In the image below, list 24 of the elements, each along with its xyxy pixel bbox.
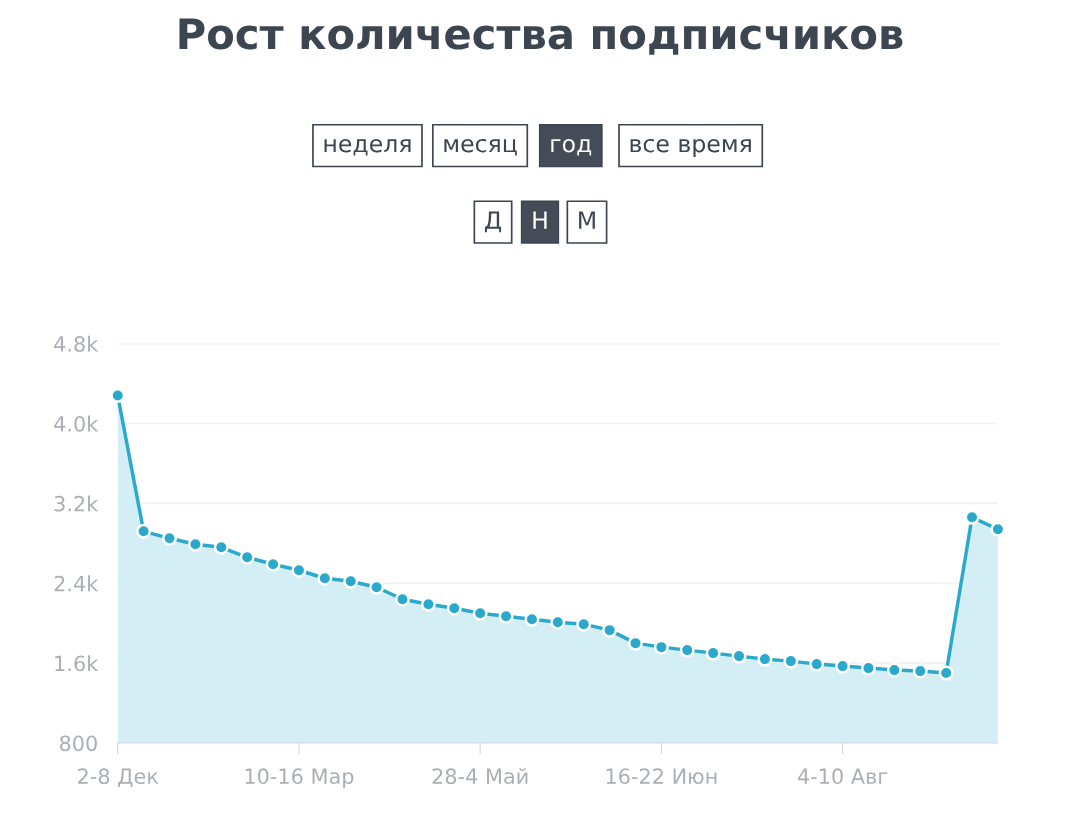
y-tick-label: 3.2k (54, 495, 99, 512)
text: все время (630, 138, 751, 158)
x-tick-label: 28-4 Май (432, 768, 528, 785)
text: М (579, 211, 595, 229)
x-tick-label: 2-8 Дек (78, 768, 159, 788)
text: месяц (444, 138, 517, 156)
point (860, 660, 876, 676)
point (912, 663, 928, 679)
point (938, 665, 954, 681)
x-tick-label: 10-16 Мар (245, 768, 354, 789)
x-tick-label: 16-22 Июн (606, 768, 717, 785)
text: Д (484, 211, 502, 233)
y-tick-label: 800 (59, 735, 97, 752)
x-tick-label: 4-10 Авг (797, 768, 888, 785)
text: Н (533, 211, 547, 229)
point (136, 523, 152, 539)
text: год (551, 138, 592, 156)
y-tick-label: 1.6k (55, 655, 99, 672)
point (886, 662, 902, 678)
y-tick-label: 4.8k (54, 335, 99, 352)
y-tick-label: 2.4k (54, 575, 99, 592)
text: неделя (324, 138, 411, 156)
y-tick-label: 4.0k (54, 415, 99, 432)
chart-title: Рост количества подписчиков (179, 18, 903, 55)
